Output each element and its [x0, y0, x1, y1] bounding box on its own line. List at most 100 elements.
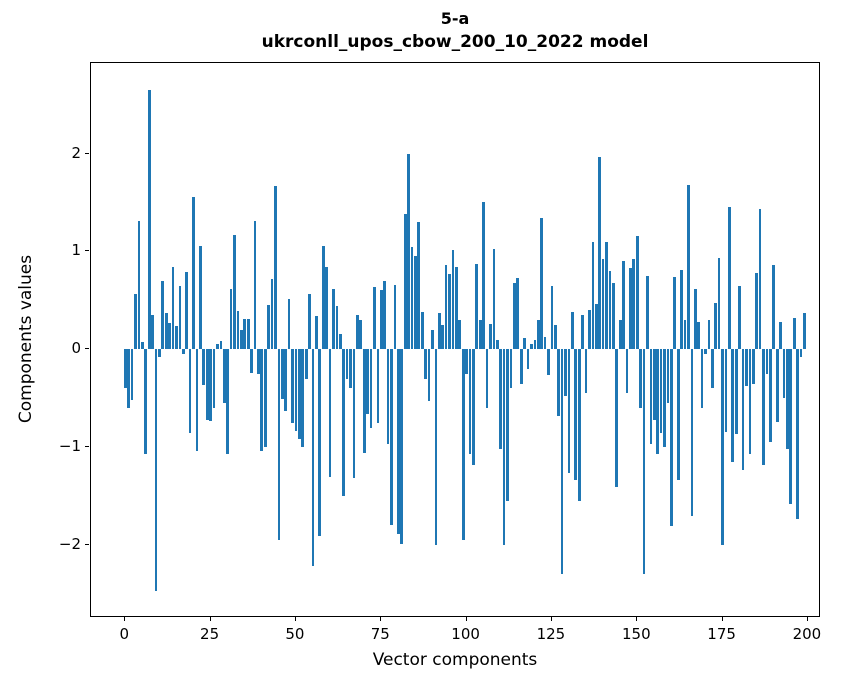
bar	[147, 89, 151, 350]
y-axis-label: Components values	[16, 254, 36, 424]
bar	[181, 349, 185, 355]
bar	[553, 324, 557, 350]
bar	[748, 349, 752, 455]
bar	[598, 157, 602, 350]
bar	[506, 349, 509, 502]
bar	[775, 349, 779, 422]
bar	[188, 349, 192, 433]
bar	[567, 349, 571, 473]
bar	[632, 259, 636, 350]
bar	[383, 280, 387, 350]
bar	[584, 349, 588, 394]
bar	[482, 202, 485, 350]
chart-title-line1: 5-a	[440, 9, 470, 28]
bar	[127, 349, 131, 409]
bar	[144, 349, 148, 455]
bar	[803, 313, 806, 350]
bar	[359, 319, 363, 350]
bar	[369, 349, 373, 428]
bar	[284, 349, 288, 411]
bar	[642, 349, 646, 575]
bar	[468, 349, 472, 455]
bar	[485, 349, 489, 409]
bar	[267, 305, 270, 350]
bar	[792, 317, 796, 350]
bar	[533, 339, 537, 350]
y-tick-label: −2	[58, 535, 81, 554]
bar	[652, 349, 656, 420]
x-tick-mark	[721, 617, 723, 621]
bar	[523, 337, 526, 350]
bar	[676, 349, 680, 480]
bar	[475, 264, 479, 350]
bar	[560, 349, 564, 575]
bar	[629, 268, 632, 350]
bar	[717, 258, 721, 350]
bar	[420, 312, 424, 350]
bar	[376, 349, 380, 423]
bar	[612, 282, 615, 350]
bar	[663, 349, 666, 448]
bar	[734, 349, 738, 435]
bar	[478, 319, 482, 350]
bar	[687, 184, 690, 350]
bar	[318, 349, 322, 537]
bar	[550, 285, 554, 350]
bar	[700, 349, 704, 409]
bar	[298, 349, 301, 440]
bar	[540, 218, 544, 350]
bar	[437, 313, 441, 350]
bar	[335, 306, 339, 350]
bar	[536, 319, 540, 350]
y-tick-mark	[85, 152, 89, 154]
bar	[209, 349, 212, 421]
bar	[253, 221, 257, 350]
y-tick-label: −1	[58, 437, 81, 456]
x-tick-label: 75	[370, 625, 390, 643]
bar	[123, 349, 127, 389]
bar	[260, 349, 264, 452]
bar	[724, 349, 728, 432]
bar	[219, 341, 223, 350]
x-tick-label: 25	[200, 625, 220, 643]
bar	[379, 289, 383, 350]
bar	[325, 267, 328, 350]
y-tick-mark	[85, 446, 89, 448]
bar	[205, 349, 209, 420]
bar	[287, 299, 291, 350]
bar	[639, 349, 642, 409]
bar	[352, 349, 356, 478]
bar	[509, 349, 513, 389]
bar	[751, 349, 755, 384]
bar	[666, 349, 670, 404]
bar	[321, 245, 325, 350]
bar	[591, 241, 595, 350]
x-tick-mark	[124, 617, 126, 621]
bar	[195, 349, 199, 452]
bar	[543, 336, 547, 350]
bar	[656, 349, 660, 455]
bar	[516, 277, 520, 350]
bar	[243, 318, 247, 350]
bar	[499, 349, 503, 450]
bar	[386, 349, 390, 445]
bar	[571, 312, 574, 350]
bar	[202, 349, 206, 385]
bar	[721, 349, 724, 546]
bar	[141, 342, 144, 350]
bar	[782, 349, 786, 399]
bar	[680, 270, 683, 350]
bar	[134, 294, 137, 350]
bar	[161, 280, 165, 350]
bar	[704, 349, 707, 355]
bar	[745, 349, 748, 387]
bar	[758, 209, 762, 350]
bar	[212, 349, 216, 409]
plot-area	[90, 62, 820, 617]
chart-title: 5-a ukrconll_upos_cbow_200_10_2022 model	[90, 8, 820, 54]
bar	[233, 234, 236, 350]
bar	[216, 344, 219, 350]
bar	[137, 221, 141, 350]
bar	[304, 349, 308, 379]
bar	[427, 349, 431, 402]
